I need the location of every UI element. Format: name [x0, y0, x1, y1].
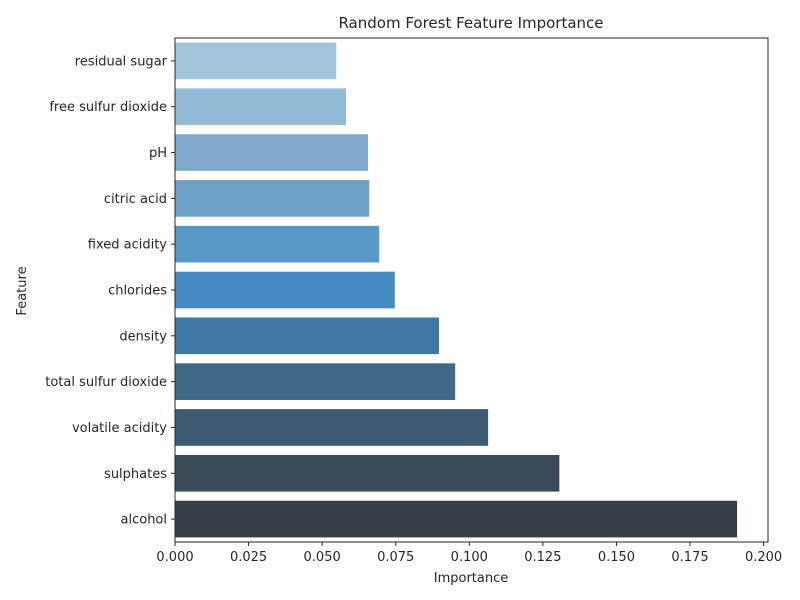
bars-group — [175, 42, 738, 538]
bar-density — [175, 317, 439, 355]
y-tick-label: density — [119, 329, 167, 344]
bar-ph — [175, 134, 369, 171]
bar-sulphates — [175, 454, 560, 492]
bar-chlorides — [175, 271, 395, 309]
bar-free-sulfur-dioxide — [175, 88, 346, 126]
y-tick-label: sulphates — [104, 467, 167, 482]
chart-title: Random Forest Feature Importance — [338, 14, 603, 32]
x-tick-label: 0.025 — [230, 550, 267, 565]
y-tick-label: fixed acidity — [88, 238, 168, 253]
x-tick-label: 0.125 — [524, 550, 561, 565]
plot-frame — [174, 37, 769, 543]
y-tick-label: volatile acidity — [72, 421, 167, 436]
x-tick-label: 0.100 — [451, 550, 488, 565]
y-tick-label: total sulfur dioxide — [45, 375, 167, 390]
x-tick-label: 0.000 — [156, 550, 193, 565]
bar-alcohol — [175, 500, 738, 538]
x-tick-label: 0.075 — [377, 550, 414, 565]
y-tick-label: chlorides — [108, 284, 167, 299]
y-tick-label: residual sugar — [75, 54, 168, 69]
bar-fixed-acidity — [175, 225, 380, 263]
x-tick-label: 0.150 — [598, 550, 635, 565]
x-tick-label: 0.200 — [745, 550, 782, 565]
bar-residual-sugar — [175, 42, 337, 80]
x-axis-label: Importance — [434, 571, 509, 586]
y-tick-label: pH — [149, 146, 167, 161]
y-tick-label: free sulfur dioxide — [49, 100, 167, 115]
bar-total-sulfur-dioxide — [175, 363, 456, 400]
bar-citric-acid — [175, 180, 370, 217]
x-tick-label: 0.175 — [671, 550, 708, 565]
bar-volatile-acidity — [175, 409, 489, 446]
y-axis-ticks: residual sugar free sulfur dioxide pH citri… — [45, 54, 175, 528]
y-tick-label: alcohol — [121, 513, 167, 528]
x-axis-ticks: 0.000 0.025 0.050 0.075 0.100 0.125 0.150 0.175… — [156, 542, 782, 565]
y-tick-label: citric acid — [104, 192, 167, 207]
x-tick-label: 0.050 — [304, 550, 341, 565]
y-axis-label: Feature — [15, 266, 30, 315]
